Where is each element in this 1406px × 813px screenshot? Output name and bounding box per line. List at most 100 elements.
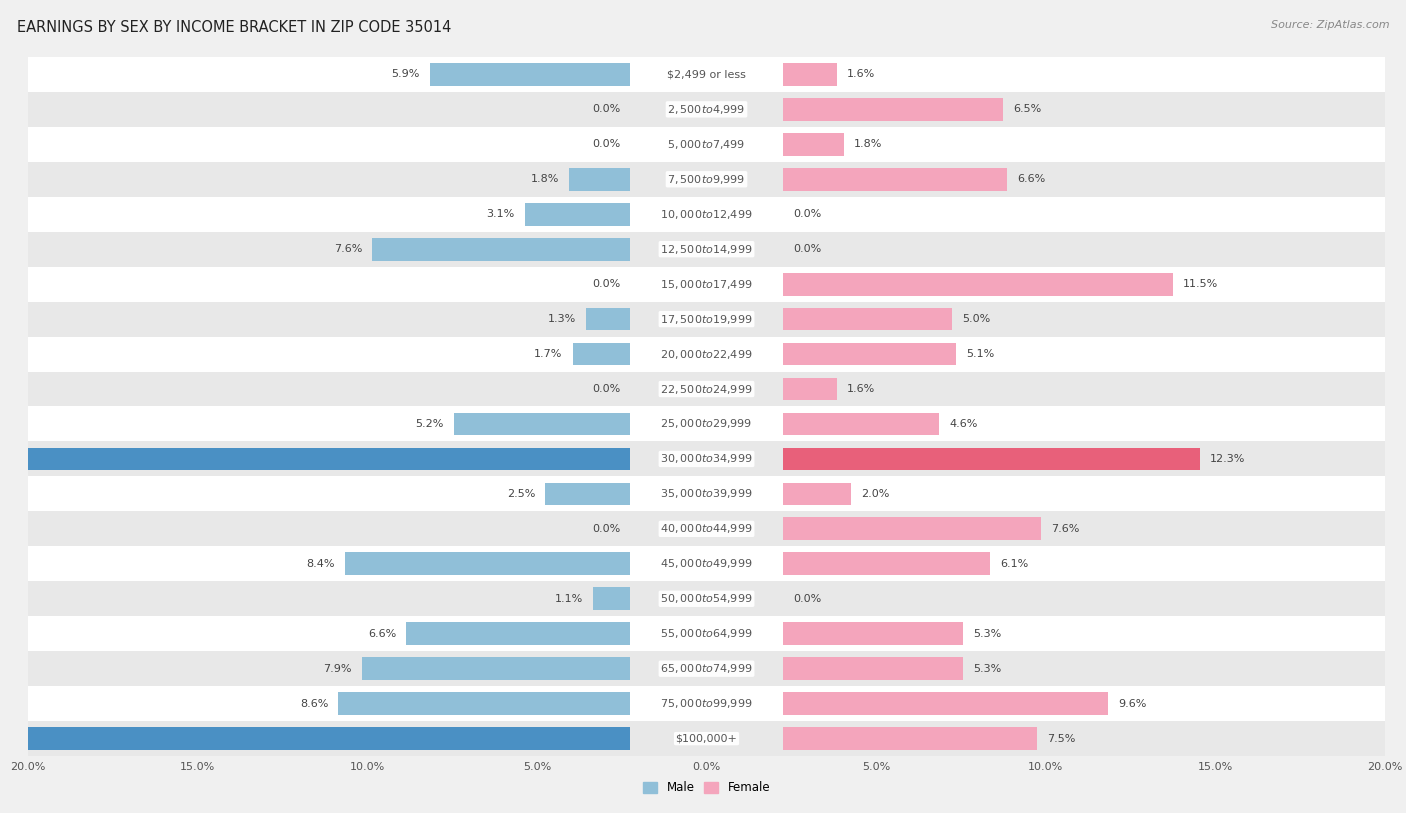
Bar bbox=[28, 441, 1385, 476]
Text: 0.0%: 0.0% bbox=[793, 593, 821, 604]
Bar bbox=[783, 658, 963, 680]
Text: $30,000 to $34,999: $30,000 to $34,999 bbox=[661, 453, 752, 465]
Text: $75,000 to $99,999: $75,000 to $99,999 bbox=[661, 698, 752, 710]
Text: $15,000 to $17,499: $15,000 to $17,499 bbox=[661, 278, 752, 290]
Text: 8.6%: 8.6% bbox=[299, 698, 329, 709]
Bar bbox=[454, 413, 630, 435]
Text: 7.6%: 7.6% bbox=[1050, 524, 1080, 534]
Text: $65,000 to $74,999: $65,000 to $74,999 bbox=[661, 663, 752, 675]
Bar bbox=[783, 728, 1038, 750]
Text: 0.0%: 0.0% bbox=[592, 104, 620, 115]
Bar bbox=[346, 553, 630, 575]
Text: 2.5%: 2.5% bbox=[506, 489, 536, 499]
Bar bbox=[783, 343, 956, 365]
Bar bbox=[28, 686, 1385, 721]
Text: 1.1%: 1.1% bbox=[554, 593, 582, 604]
Bar bbox=[524, 203, 630, 225]
Bar bbox=[28, 406, 1385, 441]
Bar bbox=[783, 168, 1007, 190]
Text: $20,000 to $22,499: $20,000 to $22,499 bbox=[661, 348, 752, 360]
Bar bbox=[0, 448, 630, 470]
Text: 6.6%: 6.6% bbox=[368, 628, 396, 639]
Text: 0.0%: 0.0% bbox=[793, 209, 821, 220]
Bar bbox=[28, 92, 1385, 127]
Text: $7,500 to $9,999: $7,500 to $9,999 bbox=[668, 173, 745, 185]
Text: 1.8%: 1.8% bbox=[853, 139, 883, 150]
Text: 1.3%: 1.3% bbox=[548, 314, 576, 324]
Bar bbox=[28, 616, 1385, 651]
Text: 5.1%: 5.1% bbox=[966, 349, 994, 359]
Bar bbox=[28, 581, 1385, 616]
Bar bbox=[28, 267, 1385, 302]
Text: 5.9%: 5.9% bbox=[391, 69, 420, 80]
Text: $22,500 to $24,999: $22,500 to $24,999 bbox=[661, 383, 752, 395]
Bar bbox=[546, 483, 630, 505]
Text: 1.7%: 1.7% bbox=[534, 349, 562, 359]
Text: $50,000 to $54,999: $50,000 to $54,999 bbox=[661, 593, 752, 605]
Text: Source: ZipAtlas.com: Source: ZipAtlas.com bbox=[1271, 20, 1389, 30]
Bar bbox=[783, 518, 1040, 540]
Text: 5.0%: 5.0% bbox=[963, 314, 991, 324]
Text: 1.6%: 1.6% bbox=[848, 384, 876, 394]
Text: 0.0%: 0.0% bbox=[592, 139, 620, 150]
Text: 4.6%: 4.6% bbox=[949, 419, 977, 429]
Text: $5,000 to $7,499: $5,000 to $7,499 bbox=[668, 138, 745, 150]
Bar bbox=[28, 372, 1385, 406]
Text: 12.3%: 12.3% bbox=[1211, 454, 1246, 464]
Text: 1.6%: 1.6% bbox=[848, 69, 876, 80]
Bar bbox=[783, 483, 851, 505]
Bar bbox=[783, 448, 1201, 470]
Bar bbox=[783, 273, 1173, 295]
Bar bbox=[28, 127, 1385, 162]
Text: $2,499 or less: $2,499 or less bbox=[666, 69, 747, 80]
Bar bbox=[572, 343, 630, 365]
Bar bbox=[28, 302, 1385, 337]
Bar bbox=[569, 168, 630, 190]
Bar bbox=[430, 63, 630, 85]
Text: 0.0%: 0.0% bbox=[793, 244, 821, 254]
Bar bbox=[28, 57, 1385, 92]
Bar bbox=[28, 337, 1385, 372]
Text: 7.5%: 7.5% bbox=[1047, 733, 1076, 744]
Text: $45,000 to $49,999: $45,000 to $49,999 bbox=[661, 558, 752, 570]
Bar bbox=[28, 651, 1385, 686]
Bar bbox=[783, 133, 844, 155]
Bar bbox=[339, 693, 630, 715]
Text: 6.1%: 6.1% bbox=[1000, 559, 1028, 569]
Text: $12,500 to $14,999: $12,500 to $14,999 bbox=[661, 243, 752, 255]
Text: 6.5%: 6.5% bbox=[1014, 104, 1042, 115]
Text: 5.3%: 5.3% bbox=[973, 663, 1001, 674]
Text: $55,000 to $64,999: $55,000 to $64,999 bbox=[661, 628, 752, 640]
Text: 7.6%: 7.6% bbox=[333, 244, 363, 254]
Text: 0.0%: 0.0% bbox=[592, 524, 620, 534]
Bar bbox=[783, 623, 963, 645]
Text: $35,000 to $39,999: $35,000 to $39,999 bbox=[661, 488, 752, 500]
Bar bbox=[28, 721, 1385, 756]
Text: $25,000 to $29,999: $25,000 to $29,999 bbox=[661, 418, 752, 430]
Bar bbox=[593, 588, 630, 610]
Legend: Male, Female: Male, Female bbox=[638, 776, 775, 799]
Bar bbox=[28, 197, 1385, 232]
Text: 0.0%: 0.0% bbox=[592, 384, 620, 394]
Bar bbox=[0, 728, 630, 750]
Text: 0.0%: 0.0% bbox=[592, 279, 620, 289]
Bar bbox=[783, 308, 952, 330]
Text: $40,000 to $44,999: $40,000 to $44,999 bbox=[661, 523, 752, 535]
Bar bbox=[363, 658, 630, 680]
Text: 1.8%: 1.8% bbox=[530, 174, 560, 185]
Bar bbox=[783, 98, 1004, 120]
Text: $10,000 to $12,499: $10,000 to $12,499 bbox=[661, 208, 752, 220]
Text: 5.2%: 5.2% bbox=[415, 419, 444, 429]
Bar bbox=[783, 63, 837, 85]
Bar bbox=[28, 162, 1385, 197]
Text: EARNINGS BY SEX BY INCOME BRACKET IN ZIP CODE 35014: EARNINGS BY SEX BY INCOME BRACKET IN ZIP… bbox=[17, 20, 451, 35]
Text: 3.1%: 3.1% bbox=[486, 209, 515, 220]
Bar bbox=[406, 623, 630, 645]
Text: 2.0%: 2.0% bbox=[860, 489, 889, 499]
Bar bbox=[373, 238, 630, 260]
Text: $17,500 to $19,999: $17,500 to $19,999 bbox=[661, 313, 752, 325]
Bar bbox=[28, 511, 1385, 546]
Text: $2,500 to $4,999: $2,500 to $4,999 bbox=[668, 103, 745, 115]
Text: 8.4%: 8.4% bbox=[307, 559, 335, 569]
Bar bbox=[783, 553, 990, 575]
